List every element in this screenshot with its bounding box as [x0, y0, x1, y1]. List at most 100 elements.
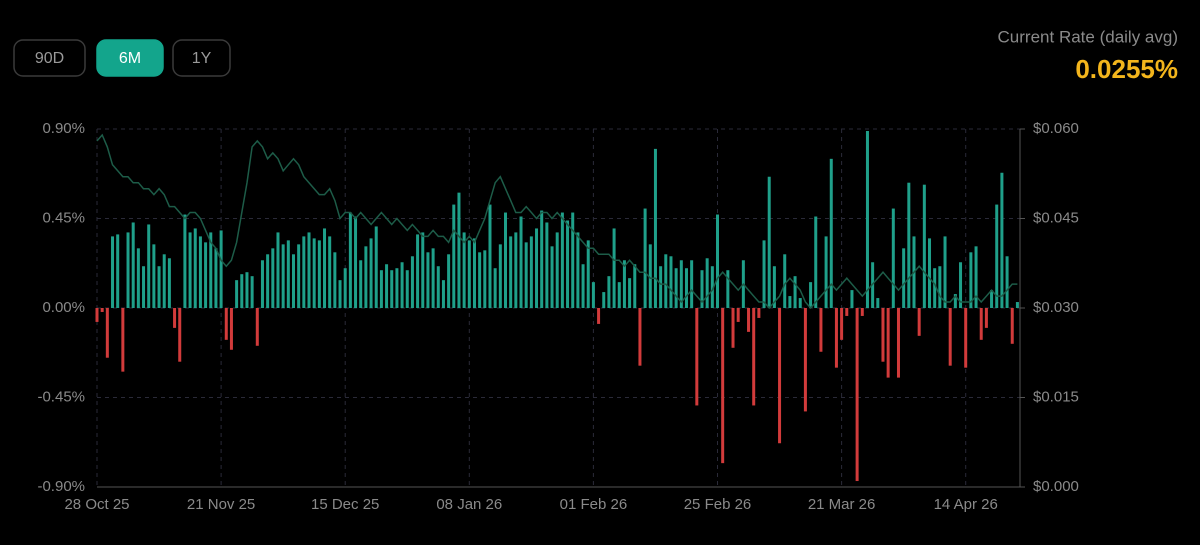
bar [653, 148, 657, 308]
bar [803, 308, 807, 412]
bar [188, 232, 192, 308]
bar [550, 246, 554, 308]
bar [648, 244, 652, 308]
bar [829, 158, 833, 308]
bar [312, 238, 316, 308]
current-rate-value: 0.0255% [1075, 54, 1178, 84]
y2-tick-label: $0.015 [1033, 388, 1079, 405]
range-button[interactable] [96, 39, 164, 77]
bar [834, 308, 838, 368]
bar [255, 308, 259, 346]
bar [1015, 302, 1019, 308]
bar [824, 236, 828, 308]
bar [462, 232, 466, 308]
bar [855, 308, 859, 482]
bar [612, 228, 616, 308]
bar [297, 244, 301, 308]
bar [679, 260, 683, 308]
bar [891, 208, 895, 308]
bar [622, 260, 626, 308]
bar [798, 298, 802, 308]
range-button[interactable] [172, 39, 231, 77]
range-button[interactable] [13, 39, 86, 77]
bar [152, 244, 156, 308]
bar [638, 308, 642, 366]
bar [845, 308, 849, 316]
bar [240, 274, 244, 308]
bar [684, 268, 688, 308]
bar [483, 250, 487, 308]
bar [674, 268, 678, 308]
bar [643, 208, 647, 308]
x-tick-label: 08 Jan 26 [436, 496, 502, 513]
range-button-label[interactable]: 6M [119, 50, 141, 67]
bar [633, 264, 637, 308]
bar [710, 266, 714, 308]
bar [136, 248, 140, 308]
bar [400, 262, 404, 308]
bar [100, 308, 104, 312]
bar [193, 228, 197, 308]
bar [814, 216, 818, 308]
bar [1010, 308, 1014, 344]
bar [379, 270, 383, 308]
bar [979, 308, 983, 340]
bar [131, 222, 135, 308]
range-button-label[interactable]: 1Y [192, 50, 212, 67]
bar [984, 308, 988, 328]
bar [105, 308, 109, 358]
bar [881, 308, 885, 362]
bar [405, 270, 409, 308]
bar [245, 272, 249, 308]
bar [167, 258, 171, 308]
bar [560, 212, 564, 308]
bar [840, 308, 844, 340]
bar [597, 308, 601, 324]
bar [809, 282, 813, 308]
bar [917, 308, 921, 336]
bar [328, 236, 332, 308]
bar [690, 260, 694, 308]
bar [369, 238, 373, 308]
bar [669, 256, 673, 308]
y2-tick-label: $0.045 [1033, 209, 1079, 226]
bar [509, 236, 513, 308]
bar [591, 282, 595, 308]
bar [576, 232, 580, 308]
bar [721, 308, 725, 464]
bar [467, 240, 471, 308]
bar [488, 204, 492, 308]
bar [752, 308, 756, 406]
bar [431, 248, 435, 308]
bar [865, 130, 869, 308]
bar [126, 232, 130, 308]
bar [421, 232, 425, 308]
bar [788, 296, 792, 308]
bar [747, 308, 751, 332]
bar [659, 266, 663, 308]
bar [343, 268, 347, 308]
bar [271, 248, 275, 308]
bar [410, 256, 414, 308]
bar [896, 308, 900, 378]
y2-tick-label: $0.000 [1033, 478, 1079, 495]
bar [286, 240, 290, 308]
bar [359, 260, 363, 308]
bar [447, 254, 451, 308]
bar [700, 270, 704, 308]
bar [224, 308, 228, 340]
bar [266, 254, 270, 308]
bar [726, 270, 730, 308]
bar [964, 308, 968, 368]
bar [385, 264, 389, 308]
bar [173, 308, 177, 328]
bar [95, 308, 99, 322]
range-button-label[interactable]: 90D [35, 50, 64, 67]
bar [229, 308, 233, 350]
bar [183, 214, 187, 308]
bar [767, 176, 771, 308]
bar [235, 280, 239, 308]
x-tick-label: 14 Apr 26 [934, 496, 998, 513]
bar [695, 308, 699, 406]
bar [876, 298, 880, 308]
